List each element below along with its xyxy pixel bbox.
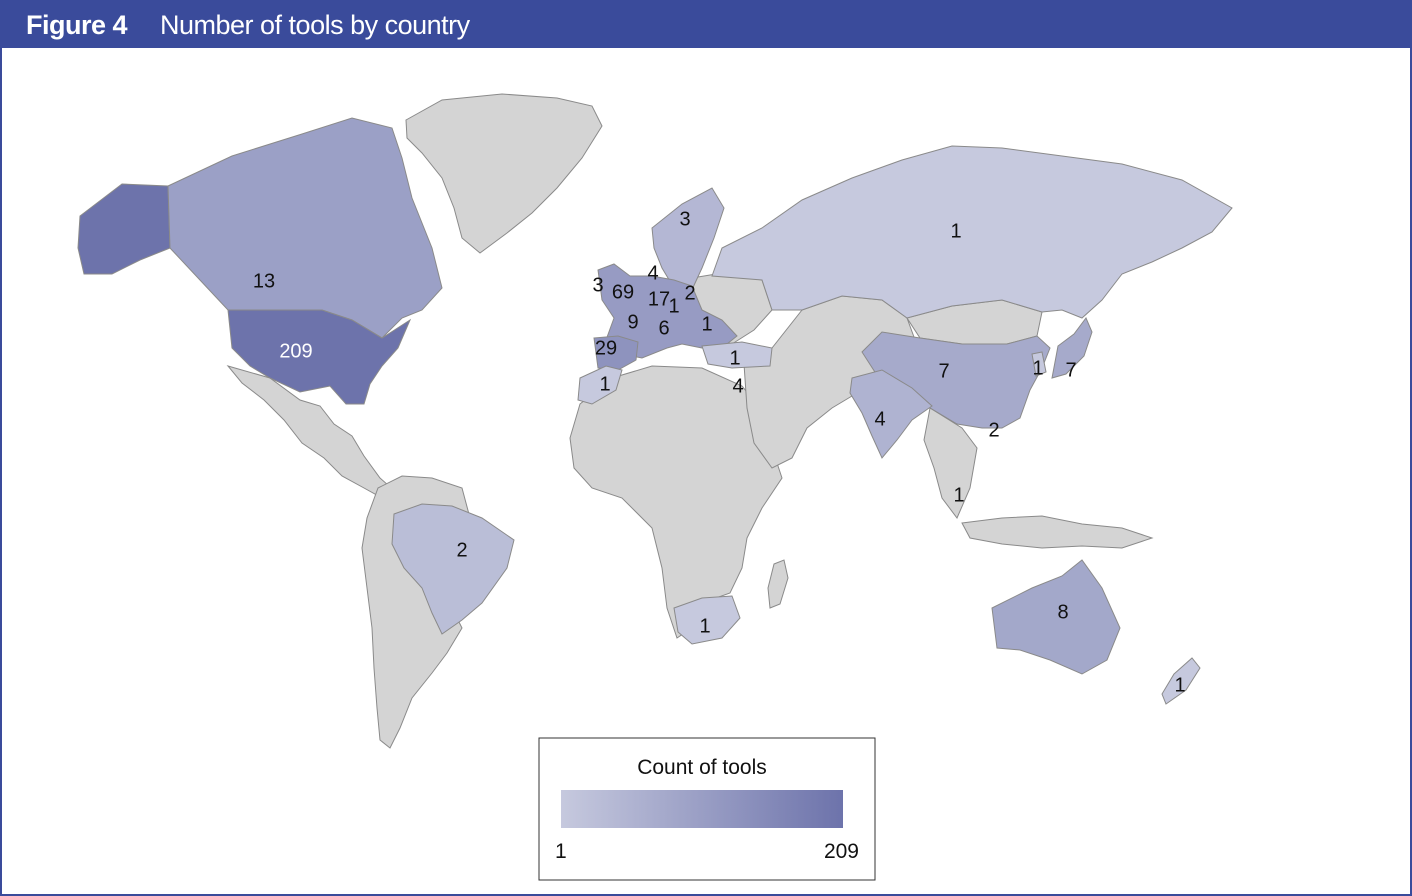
world-map: 209 13 2 69 3 4 17 1 2 9 6 1 29 1 1 4 3 1 7 1 7 4 2 1 1 8 1 Count … [2,48,1410,894]
country-shape-south-korea [1031,351,1047,377]
count-label-france: 9 [627,311,638,333]
count-label-singapore: 1 [953,484,964,506]
country-shape-alaska [77,183,171,275]
country-shape-new-zealand [1161,657,1201,705]
count-label-united-states: 209 [279,340,312,362]
count-label-brazil: 2 [456,539,467,561]
count-label-japan: 7 [1065,359,1076,381]
greenland-shape [405,93,603,254]
southeast-asia-shape [923,407,978,519]
count-label-turkey: 1 [729,347,740,369]
count-label-germany: 17 [648,288,670,310]
legend-gradient-bar [561,790,843,828]
count-label-ireland: 3 [592,274,603,296]
country-shape-morocco [577,365,623,405]
data-countries [77,117,1233,705]
country-shape-iberia [593,335,639,371]
count-label-switzerland: 6 [658,317,669,339]
legend-title: Count of tools [637,756,767,779]
count-label-south-korea: 1 [1032,357,1043,379]
count-label-south-africa: 1 [699,615,710,637]
count-label-russia: 1 [950,220,961,242]
country-shape-russia [711,145,1233,319]
count-label-sweden: 3 [679,208,690,230]
count-label-netherlands: 4 [647,262,658,284]
legend-min-label: 1 [555,840,567,863]
country-shape-canada [167,117,443,339]
count-label-israel: 4 [732,375,743,397]
indonesia-shape [961,515,1154,549]
madagascar-shape [767,559,789,609]
count-label-india: 4 [874,408,885,430]
country-shape-japan [1051,317,1093,379]
country-shape-south-africa [673,595,741,645]
count-label-united-kingdom: 69 [612,281,634,303]
count-label-hong-kong: 2 [988,419,999,441]
count-label-morocco: 1 [599,373,610,395]
count-label-czechia: 1 [668,295,679,317]
figure-label: Figure 4 [26,10,128,40]
count-label-canada: 13 [253,270,275,292]
legend-max-label: 209 [824,840,859,863]
count-label-spain: 29 [595,337,617,359]
country-shape-brazil [391,503,515,635]
country-shape-turkey [701,341,773,369]
country-shape-scandinavia [651,187,725,295]
africa-shape [569,365,783,639]
count-label-china: 7 [938,360,949,382]
country-shape-united-states [227,309,412,405]
count-label-romania: 1 [701,313,712,335]
count-label-australia: 8 [1057,601,1068,623]
country-shape-australia [991,559,1121,675]
legend: Count of tools 1 209 [538,737,876,881]
south-america-shape [361,475,471,749]
figure-title: Number of tools by country [160,10,470,40]
figure-header: Figure 4 Number of tools by country [2,2,1410,48]
count-label-new-zealand: 1 [1174,674,1185,696]
count-label-poland: 2 [684,282,695,304]
country-shape-india [849,369,933,459]
